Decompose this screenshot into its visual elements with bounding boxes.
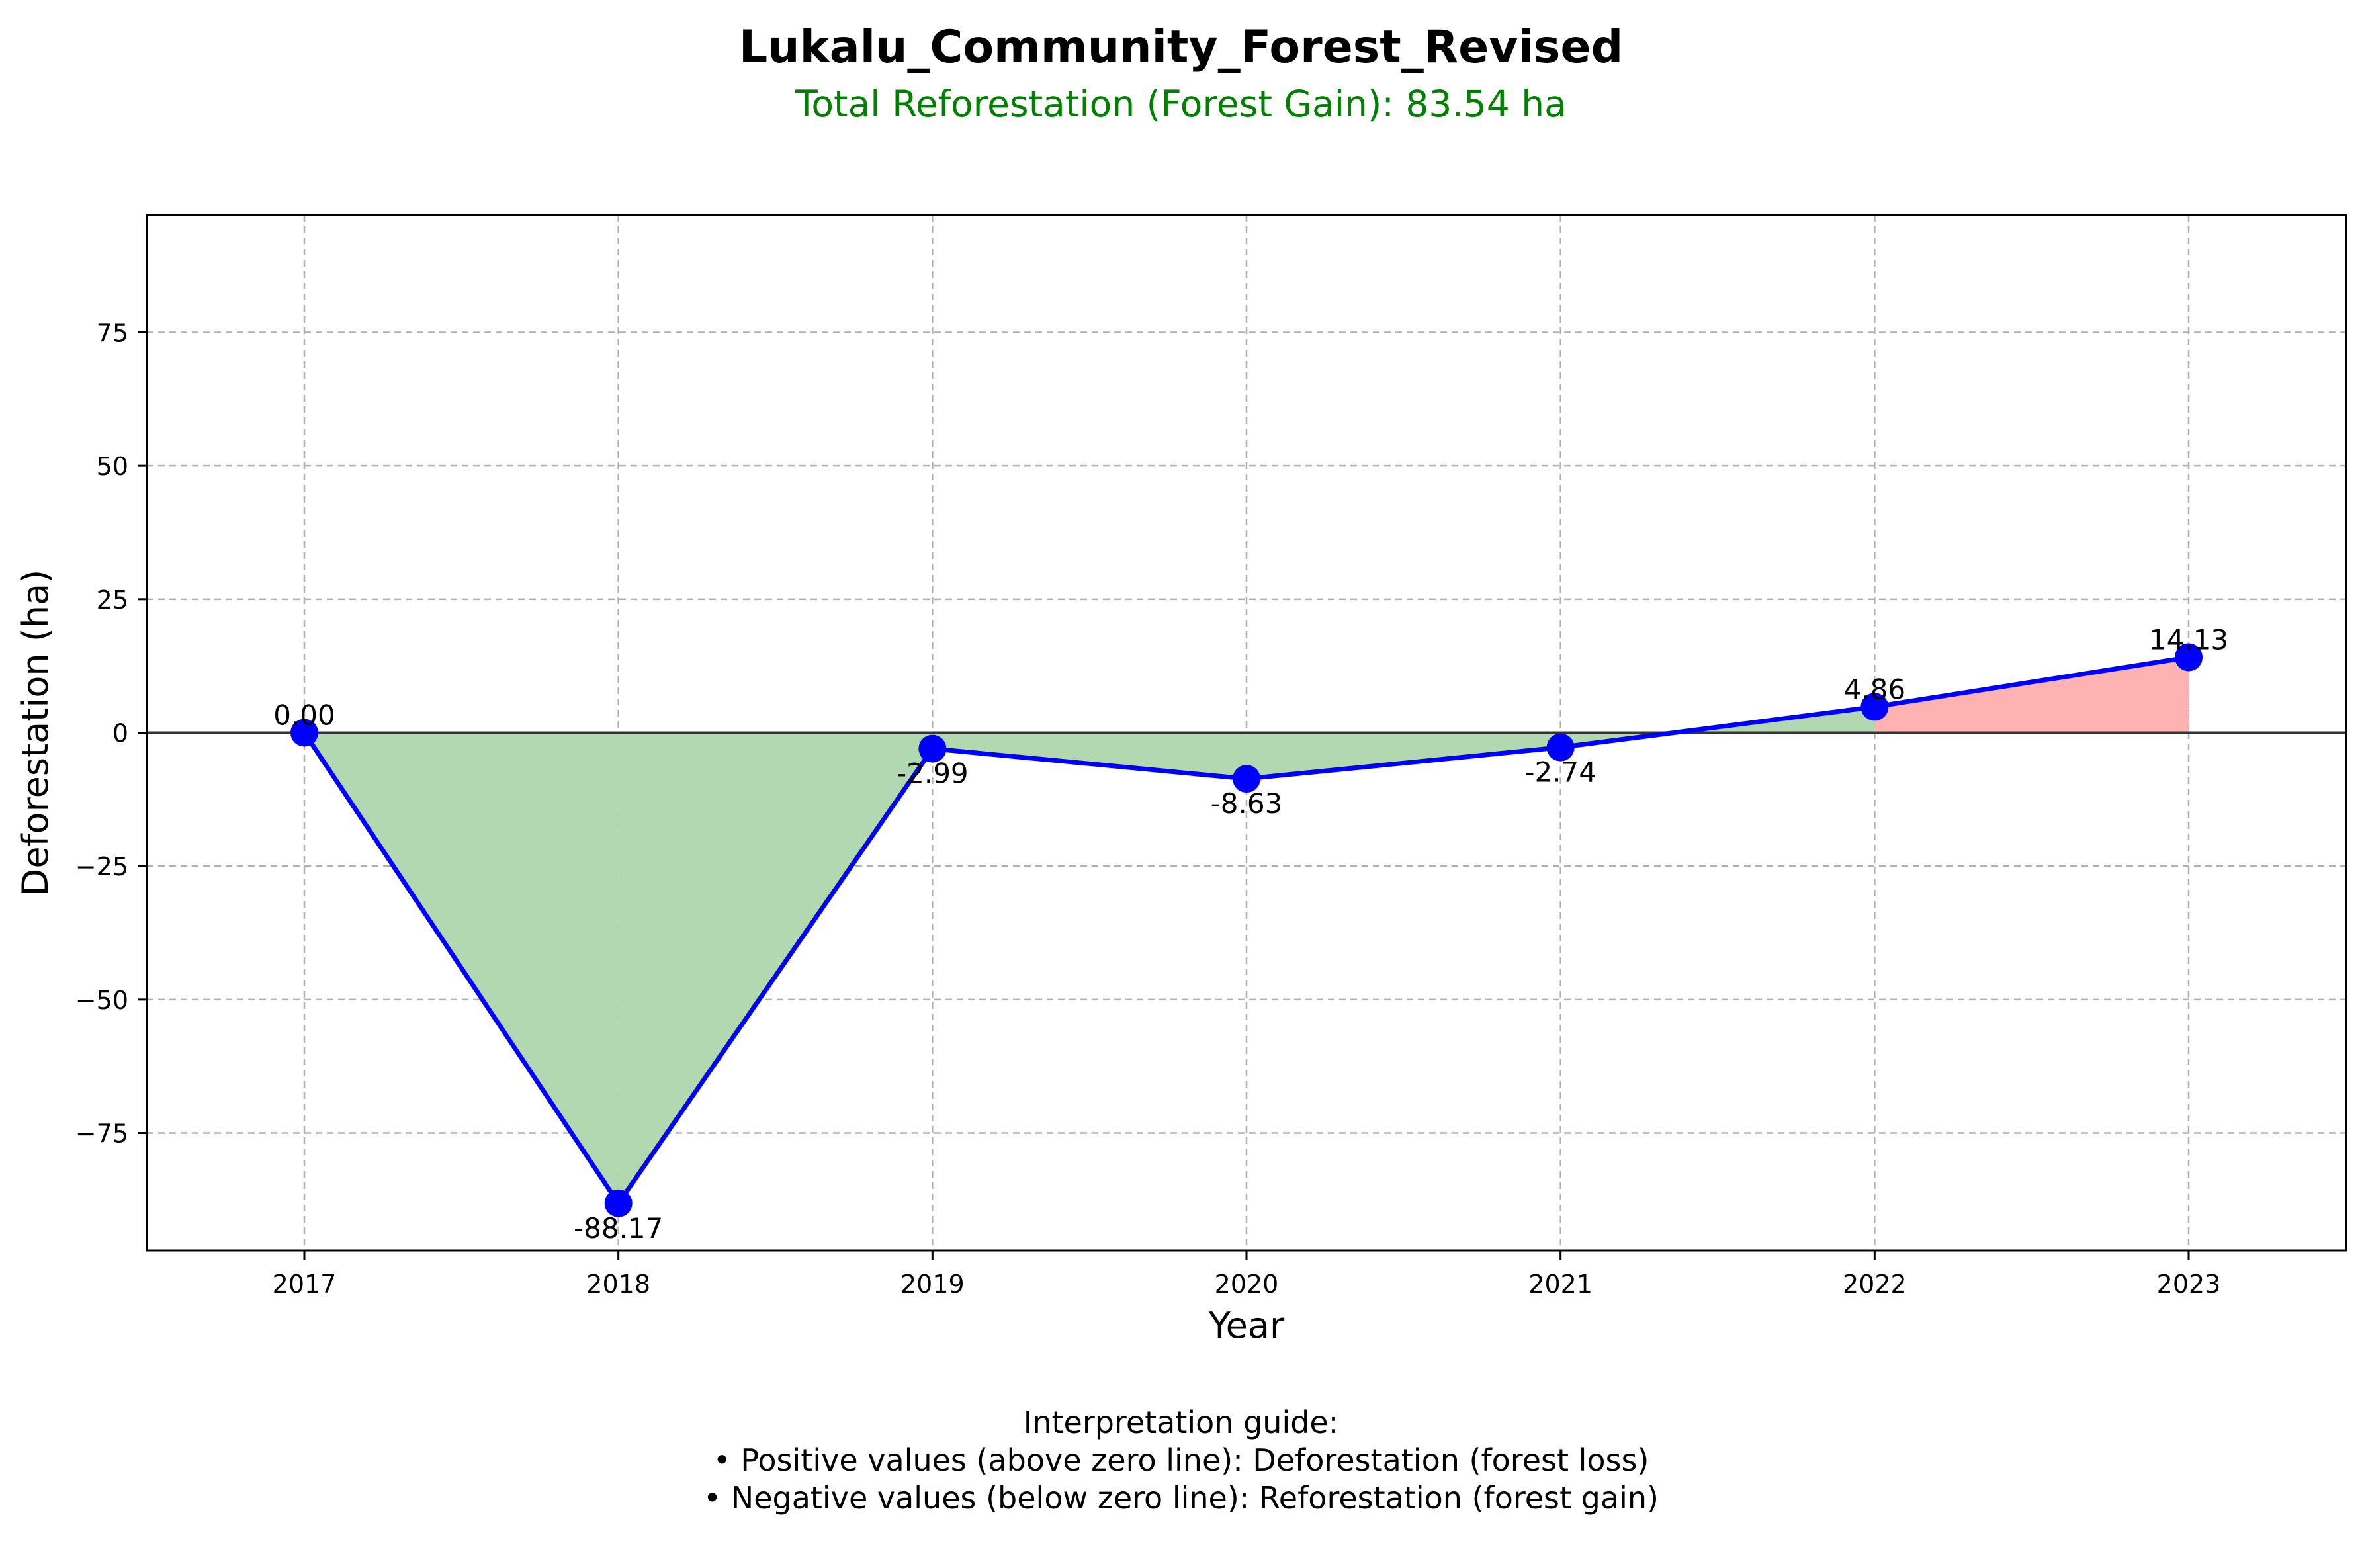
x-tick-label: 2017 (273, 1270, 337, 1299)
guide-line-negative: • Negative values (below zero line): Ref… (703, 1480, 1659, 1516)
x-tick-label: 2022 (1843, 1270, 1907, 1299)
data-label: -2.99 (897, 758, 969, 790)
deforestation-fill (1874, 657, 2189, 733)
reforestation-fill (1247, 732, 1561, 779)
data-label: -88.17 (574, 1212, 663, 1244)
data-label: -8.63 (1211, 787, 1283, 820)
data-point (918, 734, 947, 763)
interpretation-guide: Interpretation guide: • Positive values … (0, 1404, 2362, 1517)
data-point (290, 719, 318, 747)
x-axis-label: Year (1208, 1305, 1285, 1346)
x-tick-label: 2021 (1528, 1270, 1593, 1299)
data-label: 0.00 (273, 699, 335, 732)
x-tick-label: 2019 (900, 1270, 965, 1299)
chart-title: Lukalu_Community_Forest_Revised (738, 21, 1624, 73)
x-tick-label: 2023 (2157, 1270, 2221, 1299)
y-tick-label: 25 (97, 586, 128, 615)
y-tick-label: −50 (75, 986, 128, 1015)
chart-subtitle: Total Reforestation (Forest Gain): 83.54… (795, 83, 1567, 125)
y-tick-label: −25 (75, 852, 128, 881)
data-point (1546, 733, 1575, 762)
guide-line-positive: • Positive values (above zero line): Def… (713, 1442, 1649, 1478)
data-label: -2.74 (1524, 756, 1597, 789)
data-point (604, 1189, 633, 1217)
y-tick-label: 50 (97, 452, 128, 481)
y-tick-label: 0 (112, 719, 128, 748)
reforestation-fill (932, 732, 1247, 779)
data-label: 4.86 (1844, 673, 1906, 705)
x-tick-label: 2020 (1215, 1270, 1279, 1299)
x-tick-label: 2018 (586, 1270, 650, 1299)
data-point (1233, 765, 1260, 793)
y-axis-label: Deforestation (ha) (15, 570, 56, 896)
data-label: 14.13 (2149, 624, 2228, 656)
guide-heading: Interpretation guide: (1023, 1405, 1339, 1440)
data-point (1860, 693, 1889, 721)
y-tick-label: −75 (75, 1119, 128, 1149)
data-point (2175, 643, 2203, 672)
y-tick-label: 75 (97, 318, 128, 347)
